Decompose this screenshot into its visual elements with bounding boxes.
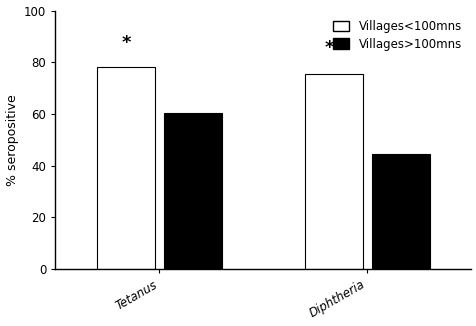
Text: *: * [121, 34, 130, 52]
Y-axis label: % seropositive: % seropositive [6, 94, 19, 186]
Text: **: ** [324, 39, 343, 57]
Bar [304, 74, 363, 269]
Bar [97, 67, 155, 269]
Legend: Villages<100mns, Villages>100mns: Villages<100mns, Villages>100mns [328, 16, 465, 54]
Bar [163, 113, 221, 269]
Bar [371, 154, 429, 269]
